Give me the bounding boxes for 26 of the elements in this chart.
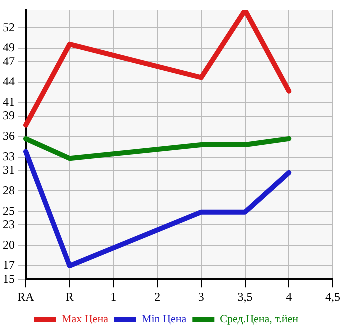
y-tick-label: 49 bbox=[3, 40, 15, 55]
x-tick-label: R bbox=[66, 290, 74, 304]
y-tick-label: 17 bbox=[3, 258, 15, 272]
y-tick-label: 25 bbox=[3, 204, 15, 218]
legend-label: Сред.Цена, т.йен bbox=[220, 313, 299, 326]
legend-label: Max Цена bbox=[62, 313, 109, 326]
y-tick-label: 47 bbox=[3, 54, 15, 68]
legend-label: Min Цена bbox=[142, 313, 187, 326]
y-tick-label: 28 bbox=[3, 183, 15, 198]
y-tick-label: 52 bbox=[3, 20, 15, 34]
y-tick-label: 41 bbox=[3, 95, 15, 110]
x-tick-label: RA bbox=[18, 290, 35, 304]
y-tick-label: 15 bbox=[3, 272, 15, 286]
x-tick-label: 4 bbox=[286, 290, 292, 304]
x-tick-label: 3,5 bbox=[238, 290, 253, 304]
x-tick-label: 1 bbox=[110, 290, 117, 304]
y-tick-label: 36 bbox=[3, 129, 15, 144]
y-tick-label: 20 bbox=[3, 238, 15, 252]
y-tick-label: 44 bbox=[3, 74, 15, 89]
y-tick-label: 39 bbox=[3, 108, 15, 123]
y-tick-label: 31 bbox=[3, 163, 15, 178]
x-tick-label: 3 bbox=[198, 290, 204, 304]
y-tick-label: 23 bbox=[3, 217, 15, 232]
y-tick-label: 33 bbox=[3, 149, 15, 164]
x-tick-label: 2 bbox=[154, 290, 161, 304]
x-tick-label: 4,5 bbox=[326, 290, 340, 304]
